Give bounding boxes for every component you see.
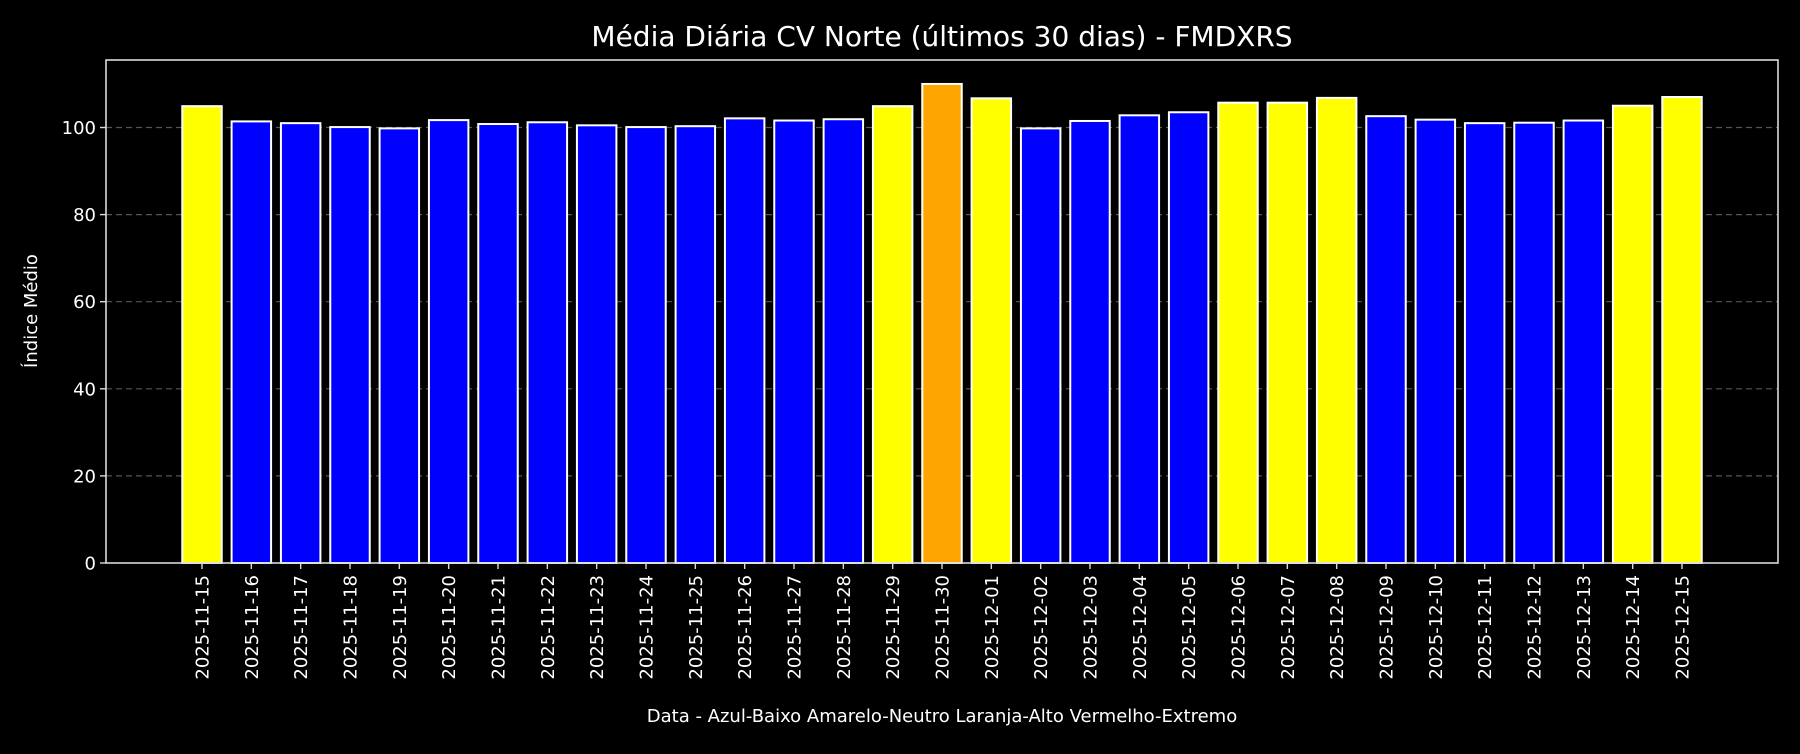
x-tick-label: 2025-12-03 [1081,575,1102,680]
bar-2025-12-07 [1266,101,1309,564]
bar-2025-12-05 [1167,111,1210,565]
x-tick-label: 2025-11-17 [291,575,312,680]
y-tick-label: 80 [73,205,96,226]
bar-2025-11-26 [723,117,766,564]
x-tick-label: 2025-11-27 [785,575,806,680]
x-tick-label: 2025-12-07 [1278,575,1299,680]
x-tick-label: 2025-11-18 [341,575,362,680]
x-tick-label: 2025-12-01 [982,575,1003,680]
x-tick-label: 2025-11-22 [538,575,559,680]
x-tick-label: 2025-11-29 [883,575,904,680]
bar-2025-11-24 [625,126,667,564]
x-axis-ticks: 2025-11-15 2025-11-16 2025-11-17 2025-11-18… [193,563,1694,680]
chart-title: Média Diária CV Norte (últimos 30 dias) … [591,20,1292,53]
y-axis-label: Índice Médio [20,254,42,368]
bar-2025-12-09 [1365,115,1407,564]
x-tick-label: 2025-11-20 [439,575,460,680]
x-tick-label: 2025-12-05 [1179,575,1200,680]
bar-2025-12-06 [1217,101,1259,564]
y-tick-label: 20 [73,466,96,487]
x-tick-label: 2025-12-04 [1130,575,1151,680]
bar-2025-11-22 [526,121,569,565]
bar-2025-11-23 [575,124,618,564]
bar-2025-11-16 [230,120,273,565]
x-tick-label: 2025-11-25 [686,575,707,680]
bar-2025-12-03 [1069,119,1111,564]
bar-2025-11-28 [822,118,865,565]
bar-2025-11-30 [921,82,963,564]
x-tick-label: 2025-11-21 [489,575,510,680]
bar-2025-12-10 [1414,118,1457,564]
x-tick-label: 2025-12-02 [1031,575,1052,680]
bar-2025-11-29 [871,105,914,564]
y-tick-label: 60 [73,292,96,313]
x-tick-label: 2025-11-16 [242,575,263,680]
x-tick-label: 2025-11-15 [193,575,214,680]
bar-2025-11-15 [181,105,223,564]
x-tick-label: 2025-12-09 [1377,575,1398,680]
bar-2025-12-15 [1661,96,1703,565]
bar-2025-12-02 [1019,127,1062,564]
bar-2025-11-27 [773,119,815,564]
bar-2025-11-20 [427,119,470,565]
bar-2025-12-13 [1562,119,1605,564]
x-tick-label: 2025-12-06 [1229,575,1250,680]
x-axis-label: Data - Azul-Baixo Amarelo-Neutro Laranja… [647,706,1237,727]
bar-2025-12-08 [1315,96,1358,565]
x-tick-label: 2025-11-28 [834,575,855,680]
x-tick-label: 2025-12-11 [1475,575,1496,680]
bar-2025-11-19 [378,127,421,564]
bar-2025-12-12 [1513,121,1555,564]
bar-2025-11-17 [279,122,322,564]
bar-2025-12-11 [1463,122,1506,564]
x-tick-label: 2025-11-26 [735,575,756,680]
y-tick-label: 40 [73,379,96,400]
x-tick-label: 2025-11-19 [390,575,411,680]
bar-2025-11-21 [477,123,519,564]
bar-2025-11-18 [329,126,371,564]
x-tick-label: 2025-11-30 [933,575,954,680]
x-tick-label: 2025-12-08 [1327,575,1348,680]
x-tick-label: 2025-11-23 [587,575,608,680]
x-tick-label: 2025-12-12 [1525,575,1546,680]
x-tick-label: 2025-12-10 [1426,575,1447,680]
bars [181,82,1703,565]
y-axis-ticks: 0 20 40 60 80 100 [62,118,106,575]
x-tick-label: 2025-11-24 [637,575,658,680]
bar-2025-11-25 [674,125,717,564]
y-tick-label: 0 [85,554,96,575]
y-tick-label: 100 [62,118,96,139]
x-tick-label: 2025-12-14 [1623,575,1644,680]
x-tick-label: 2025-12-15 [1673,575,1694,680]
x-tick-label: 2025-12-13 [1574,575,1595,680]
bar-2025-12-01 [970,97,1013,564]
bar-2025-12-04 [1118,114,1161,564]
bar-2025-12-14 [1611,104,1654,565]
